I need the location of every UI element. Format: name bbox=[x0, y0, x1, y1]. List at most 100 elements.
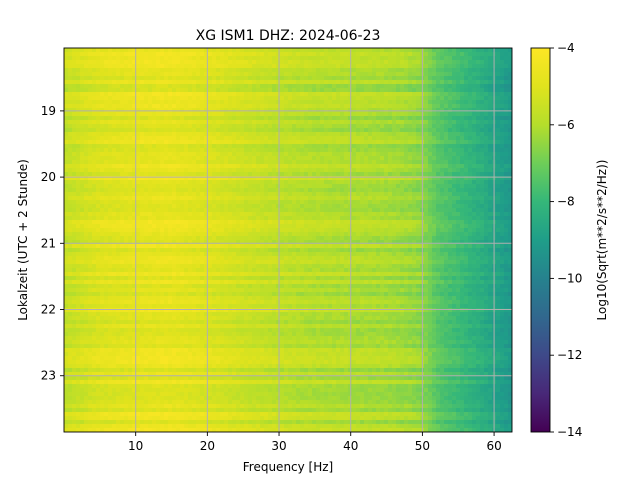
heatmap-cell bbox=[408, 204, 413, 209]
heatmap-cell bbox=[304, 136, 309, 141]
heatmap-cell bbox=[412, 160, 417, 165]
heatmap-cell bbox=[216, 84, 221, 89]
heatmap-cell bbox=[396, 80, 401, 85]
heatmap-cell bbox=[216, 88, 221, 93]
heatmap-cell bbox=[180, 208, 185, 213]
heatmap-cell bbox=[444, 60, 449, 65]
heatmap-cell bbox=[160, 132, 165, 137]
heatmap-cell bbox=[328, 180, 333, 185]
heatmap-cell bbox=[112, 72, 117, 77]
heatmap-cell bbox=[112, 116, 117, 121]
heatmap-cell bbox=[324, 124, 329, 129]
heatmap-cell bbox=[64, 88, 69, 93]
heatmap-cell bbox=[448, 192, 453, 197]
heatmap-cell bbox=[444, 52, 449, 57]
heatmap-cell bbox=[508, 180, 512, 185]
heatmap-cell bbox=[288, 196, 293, 201]
heatmap-cell bbox=[416, 220, 421, 225]
heatmap-cell bbox=[204, 180, 209, 185]
heatmap-cell bbox=[504, 136, 509, 141]
heatmap-cell bbox=[184, 176, 189, 181]
heatmap-cell bbox=[352, 172, 357, 177]
heatmap-cell bbox=[104, 128, 109, 133]
heatmap-cell bbox=[348, 96, 353, 101]
heatmap-cell bbox=[416, 164, 421, 169]
heatmap-cell bbox=[180, 108, 185, 113]
heatmap-cell bbox=[132, 176, 137, 181]
heatmap-cell bbox=[260, 48, 265, 53]
heatmap-cell bbox=[184, 96, 189, 101]
heatmap-cell bbox=[380, 156, 385, 161]
heatmap-cell bbox=[444, 68, 449, 73]
heatmap-cell bbox=[228, 112, 233, 117]
heatmap-cell bbox=[176, 72, 181, 77]
heatmap-cell bbox=[312, 100, 317, 105]
heatmap-cell bbox=[348, 140, 353, 145]
heatmap-cell bbox=[304, 192, 309, 197]
heatmap-cell bbox=[212, 120, 217, 125]
heatmap-cell bbox=[320, 192, 325, 197]
heatmap-cell bbox=[88, 88, 93, 93]
heatmap-cell bbox=[280, 172, 285, 177]
heatmap-cell bbox=[396, 76, 401, 81]
heatmap-cell bbox=[444, 196, 449, 201]
heatmap-cell bbox=[284, 116, 289, 121]
heatmap-cell bbox=[292, 224, 297, 229]
heatmap-cell bbox=[72, 140, 77, 145]
heatmap-cell bbox=[384, 192, 389, 197]
heatmap-cell bbox=[156, 200, 161, 205]
heatmap-cell bbox=[408, 112, 413, 117]
heatmap-cell bbox=[448, 144, 453, 149]
heatmap-cell bbox=[296, 56, 301, 61]
heatmap-cell bbox=[296, 76, 301, 81]
heatmap-cell bbox=[404, 184, 409, 189]
heatmap-cell bbox=[308, 136, 313, 141]
heatmap-cell bbox=[472, 216, 477, 221]
heatmap-cell bbox=[228, 148, 233, 153]
heatmap-cell bbox=[344, 144, 349, 149]
heatmap-cell bbox=[172, 216, 177, 221]
heatmap-cell bbox=[472, 148, 477, 153]
heatmap-cell bbox=[204, 152, 209, 157]
heatmap-cell bbox=[148, 104, 153, 109]
heatmap-cell bbox=[380, 212, 385, 217]
heatmap-cell bbox=[84, 88, 89, 93]
heatmap-cell bbox=[116, 168, 121, 173]
heatmap-cell bbox=[244, 216, 249, 221]
heatmap-cell bbox=[116, 60, 121, 65]
heatmap-cell bbox=[148, 112, 153, 117]
heatmap-cell bbox=[132, 172, 137, 177]
heatmap-cell bbox=[340, 208, 345, 213]
heatmap-cell bbox=[436, 192, 441, 197]
heatmap-cell bbox=[156, 224, 161, 229]
heatmap-cell bbox=[508, 96, 512, 101]
heatmap-cell bbox=[92, 64, 97, 69]
heatmap-cell bbox=[496, 112, 501, 117]
heatmap-cell bbox=[216, 120, 221, 125]
heatmap-cell bbox=[88, 152, 93, 157]
heatmap-cell bbox=[364, 124, 369, 129]
heatmap-cell bbox=[188, 140, 193, 145]
heatmap-cell bbox=[304, 72, 309, 77]
heatmap-cell bbox=[96, 108, 101, 113]
heatmap-cell bbox=[304, 220, 309, 225]
heatmap-cell bbox=[392, 100, 397, 105]
heatmap-cell bbox=[84, 152, 89, 157]
heatmap-cell bbox=[64, 80, 69, 85]
heatmap-cell bbox=[304, 156, 309, 161]
heatmap-cell bbox=[484, 220, 489, 225]
heatmap-cell bbox=[120, 160, 125, 165]
heatmap-cell bbox=[128, 156, 133, 161]
heatmap-cell bbox=[356, 92, 361, 97]
heatmap-cell bbox=[92, 192, 97, 197]
heatmap-cell bbox=[332, 140, 337, 145]
heatmap-cell bbox=[472, 204, 477, 209]
heatmap-cell bbox=[100, 200, 105, 205]
heatmap-cell bbox=[272, 68, 277, 73]
heatmap-cell bbox=[464, 132, 469, 137]
heatmap-cell bbox=[144, 60, 149, 65]
heatmap-cell bbox=[384, 96, 389, 101]
heatmap-cell bbox=[196, 48, 201, 53]
heatmap-cell bbox=[448, 128, 453, 133]
heatmap-cell bbox=[124, 144, 129, 149]
